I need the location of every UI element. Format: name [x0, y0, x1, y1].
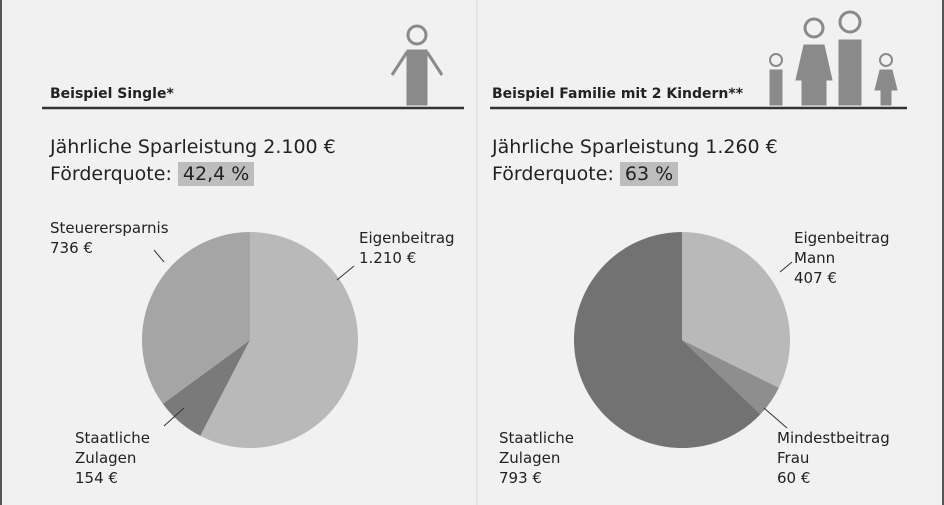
slice-value: 736 €: [50, 239, 93, 257]
slice-value: 60 €: [777, 469, 811, 487]
slice-category: Staatliche Zulagen: [499, 429, 574, 467]
quota-line: Förderquote: 42,4 %: [50, 162, 255, 186]
leader-line: [336, 265, 355, 281]
slice-value: 1.210 €: [359, 249, 417, 267]
leader-line: [153, 249, 165, 263]
pie-slice: [200, 232, 359, 449]
leader-line: [163, 407, 185, 427]
quota-label: Förderquote:: [492, 163, 614, 185]
slice-category: Staatliche Zulagen: [75, 429, 150, 467]
pie-slice: [162, 340, 250, 436]
leader-line: [763, 407, 788, 429]
slice-label: Steuerersparnis 736 €: [50, 218, 169, 258]
pie-slice: [682, 232, 790, 388]
subtitle: Jährliche Sparleistung 1.260 €: [492, 136, 778, 158]
slice-value: 793 €: [499, 469, 542, 487]
pie-slice: [574, 232, 761, 448]
quota-value: 63 %: [619, 162, 679, 186]
chart-title: Beispiel Single*: [50, 86, 174, 102]
slice-value: 407 €: [794, 269, 837, 287]
slice-label: Eigenbeitrag Mann 407 €: [794, 228, 890, 288]
slice-label: Mindestbeitrag Frau 60 €: [777, 428, 890, 488]
pie-slice: [682, 340, 779, 415]
pie-slice: [142, 232, 250, 404]
chart-title: Beispiel Familie mit 2 Kindern**: [492, 86, 744, 102]
slice-category: Steuerersparnis: [50, 219, 169, 237]
slice-label: Staatliche Zulagen 793 €: [499, 428, 574, 488]
quota-label: Förderquote:: [50, 163, 172, 185]
leader-line: [779, 261, 793, 273]
slice-label: Staatliche Zulagen 154 €: [75, 428, 150, 488]
slice-value: 154 €: [75, 469, 118, 487]
quota-line: Förderquote: 63 %: [492, 162, 679, 186]
slice-label: Eigenbeitrag 1.210 €: [359, 228, 455, 268]
slice-category: Eigenbeitrag: [359, 229, 455, 247]
subtitle: Jährliche Sparleistung 2.100 €: [50, 136, 336, 158]
quota-value: 42,4 %: [177, 162, 255, 186]
icon-single: [390, 24, 444, 106]
icon-family: [769, 10, 898, 106]
slice-category: Mindestbeitrag Frau: [777, 429, 890, 467]
slice-category: Eigenbeitrag Mann: [794, 229, 890, 267]
